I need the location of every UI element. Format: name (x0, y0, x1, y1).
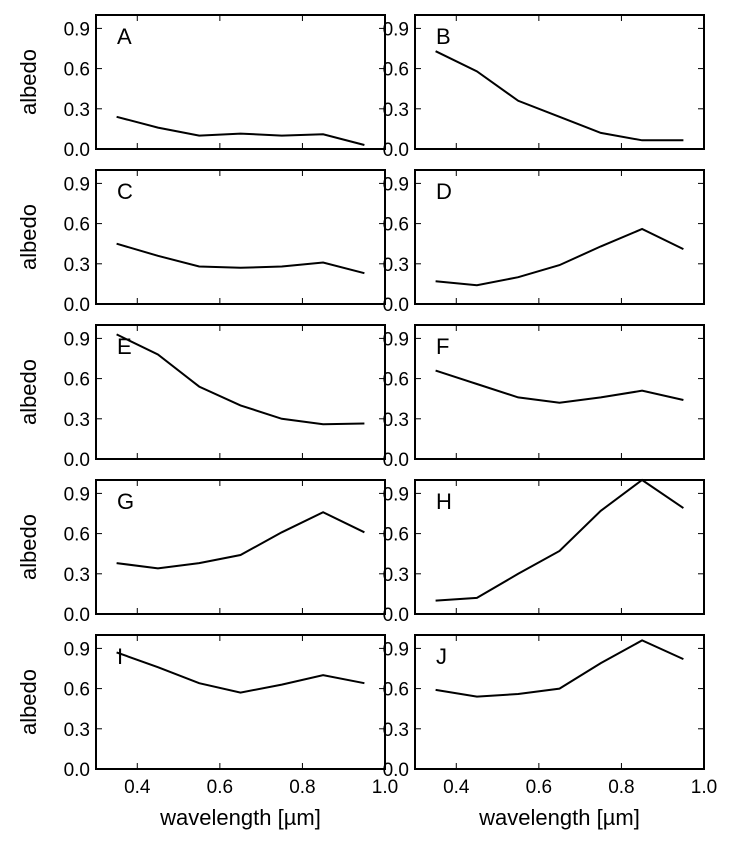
panel-frame-f (414, 324, 705, 460)
x-tick-label-j: 0.4 (443, 777, 470, 798)
y-tick-label-b: 0.9 (383, 19, 409, 40)
y-tick-label-i: 0.6 (64, 680, 90, 701)
panel-b: 0.0 0.3 0.6 0.9 B (383, 14, 705, 161)
panel-frame-h (414, 479, 705, 615)
panel-frame-c (95, 169, 386, 305)
y-tick-label-a: 0.6 (64, 60, 90, 81)
y-axis-label-i: albedo (16, 669, 41, 735)
y-tick-label-f: 0.6 (383, 370, 409, 391)
panel-h: 0.0 0.3 0.6 0.9 H (383, 478, 705, 626)
y-tick-label-g: 0.9 (64, 484, 90, 505)
y-axis-label-c: albedo (16, 204, 41, 270)
x-tick-label-j: 0.8 (608, 777, 634, 798)
panel-letter-c: C (117, 179, 133, 204)
y-tick-label-g: 0.0 (64, 605, 90, 626)
y-tick-label-c: 0.6 (64, 215, 90, 236)
panel-letter-f: F (436, 334, 449, 359)
panel-letter-a: A (117, 24, 132, 49)
y-tick-label-i: 0.3 (64, 720, 90, 741)
x-axis-label-i: wavelength [µm] (159, 805, 321, 830)
y-tick-label-a: 0.3 (64, 100, 90, 121)
y-tick-label-e: 0.0 (64, 450, 90, 471)
x-tick-label-i: 1.0 (372, 777, 398, 798)
x-tick-label-j: 0.6 (526, 777, 552, 798)
y-tick-label-e: 0.9 (64, 329, 90, 350)
series-line-d (435, 227, 684, 287)
y-tick-label-d: 0.9 (383, 174, 409, 195)
panel-letter-i: I (117, 644, 123, 669)
y-tick-label-c: 0.9 (64, 174, 90, 195)
y-tick-label-d: 0.0 (383, 295, 409, 316)
y-tick-label-b: 0.6 (383, 60, 409, 81)
y-tick-label-j: 0.3 (383, 720, 409, 741)
series-line-b (435, 50, 684, 142)
y-tick-label-b: 0.0 (383, 140, 409, 161)
x-tick-label-i: 0.4 (124, 777, 151, 798)
y-tick-label-h: 0.9 (383, 484, 409, 505)
series-line-i (116, 651, 365, 694)
panel-letter-e: E (117, 334, 132, 359)
y-tick-label-a: 0.9 (64, 19, 90, 40)
panel-f: 0.0 0.3 0.6 0.9 F (383, 324, 705, 471)
series-line-g (116, 511, 365, 570)
panel-frame-i (95, 634, 386, 770)
y-tick-label-c: 0.3 (64, 255, 90, 276)
y-tick-label-i: 0.0 (64, 760, 90, 781)
panel-frame-a (95, 14, 386, 150)
y-tick-label-j: 0.9 (383, 639, 409, 660)
y-tick-label-h: 0.0 (383, 605, 409, 626)
y-tick-label-f: 0.0 (383, 450, 409, 471)
y-tick-label-a: 0.0 (64, 140, 90, 161)
y-tick-label-g: 0.3 (64, 565, 90, 586)
y-tick-label-d: 0.6 (383, 215, 409, 236)
panel-letter-h: H (436, 489, 452, 514)
panel-frame-g (95, 479, 386, 615)
y-tick-label-f: 0.3 (383, 410, 409, 431)
x-tick-label-i: 0.8 (289, 777, 315, 798)
series-line-h (435, 478, 684, 602)
panel-letter-g: G (117, 489, 134, 514)
y-tick-label-b: 0.3 (383, 100, 409, 121)
x-tick-label-i: 0.6 (207, 777, 233, 798)
series-line-a (116, 115, 365, 146)
series-line-e (116, 333, 365, 426)
panel-letter-d: D (436, 179, 452, 204)
x-axis-label-j: wavelength [µm] (478, 805, 640, 830)
panel-frame-d (414, 169, 705, 305)
x-tick-label-j: 1.0 (691, 777, 717, 798)
y-tick-label-d: 0.3 (383, 255, 409, 276)
y-tick-label-g: 0.6 (64, 525, 90, 546)
panel-letter-j: J (436, 644, 447, 669)
y-tick-label-h: 0.3 (383, 565, 409, 586)
y-tick-label-e: 0.3 (64, 410, 90, 431)
panel-frame-e (95, 324, 386, 460)
panel-d: 0.0 0.3 0.6 0.9 D (383, 169, 705, 316)
y-tick-label-j: 0.0 (383, 760, 409, 781)
panel-letter-b: B (436, 24, 451, 49)
y-tick-label-c: 0.0 (64, 295, 90, 316)
y-tick-label-f: 0.9 (383, 329, 409, 350)
y-axis-label-e: albedo (16, 359, 41, 425)
y-axis-label-a: albedo (16, 49, 41, 115)
y-tick-label-j: 0.6 (383, 680, 409, 701)
series-line-c (116, 242, 365, 275)
series-line-j (435, 639, 684, 698)
panel-frame-b (414, 14, 705, 150)
y-tick-label-i: 0.9 (64, 639, 90, 660)
series-line-f (435, 369, 684, 404)
y-axis-label-g: albedo (16, 514, 41, 580)
panel-frame-j (414, 634, 705, 770)
y-tick-label-h: 0.6 (383, 525, 409, 546)
y-tick-label-e: 0.6 (64, 370, 90, 391)
